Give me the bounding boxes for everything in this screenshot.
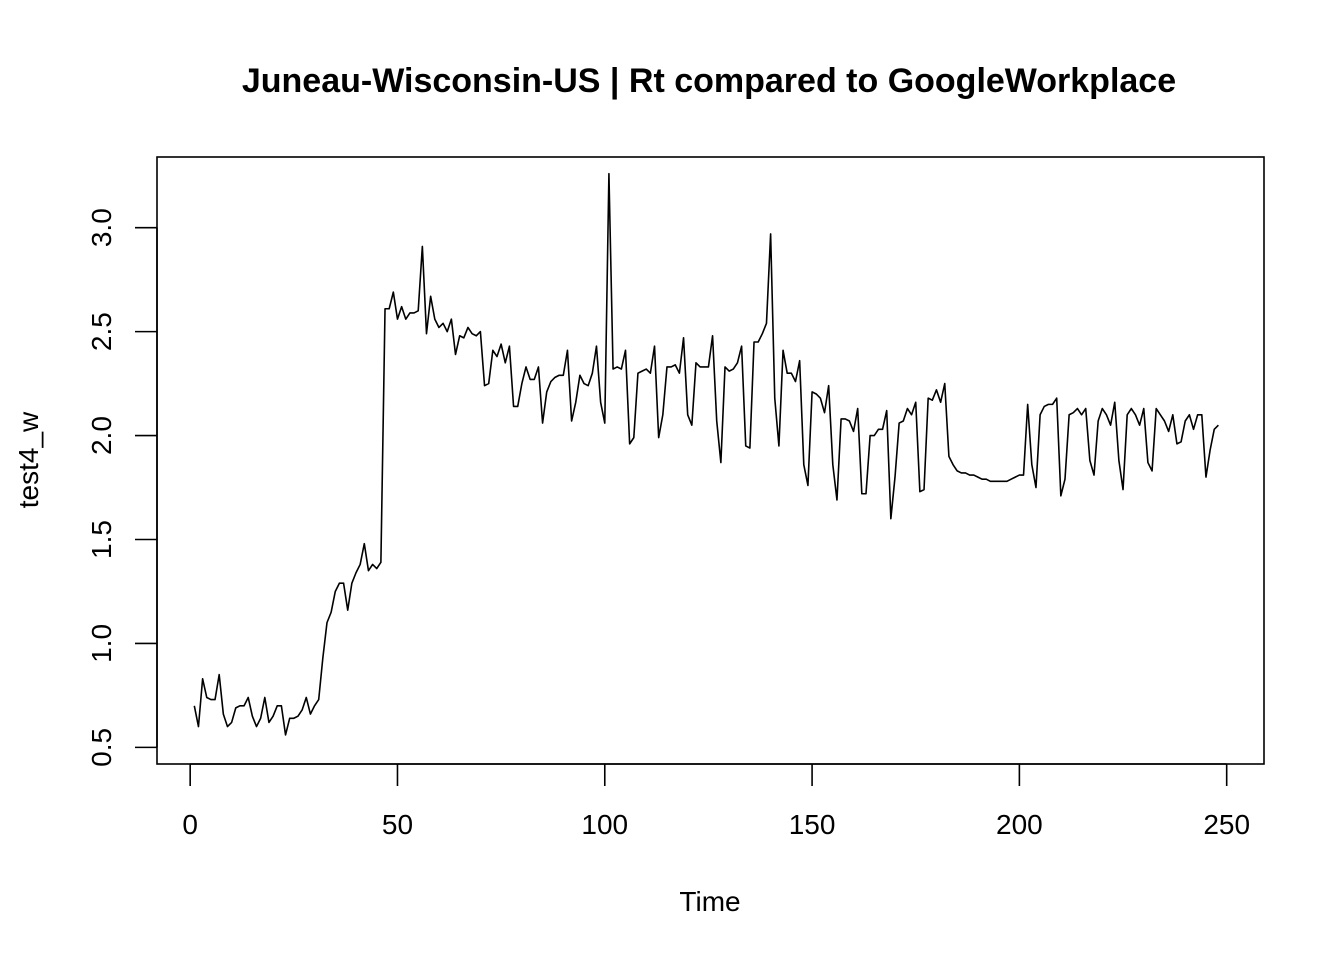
y-tick-label: 2.0 (86, 416, 117, 455)
x-axis-label: Time (679, 886, 740, 917)
y-tick-label: 1.5 (86, 520, 117, 559)
x-tick-label: 50 (382, 809, 413, 840)
chart-title: Juneau-Wisconsin-US | Rt compared to Goo… (242, 62, 1176, 100)
series-line (193, 172, 1219, 736)
y-tick-label: 0.5 (86, 728, 117, 767)
x-tick-label: 150 (789, 809, 836, 840)
y-tick-label: 2.5 (86, 312, 117, 351)
x-tick-label: 250 (1203, 809, 1250, 840)
x-tick-label: 100 (581, 809, 628, 840)
y-axis: 0.5 1.0 1.5 2.0 2.5 3.0 (86, 208, 158, 767)
x-tick-label: 0 (182, 809, 198, 840)
y-tick-label: 1.0 (86, 624, 117, 663)
x-tick-label: 200 (996, 809, 1043, 840)
plot-area-frame (156, 156, 1265, 765)
y-axis-label: test4_w (13, 411, 44, 508)
x-axis: 0 50 100 150 200 250 (182, 763, 1250, 840)
y-tick-label: 3.0 (86, 208, 117, 247)
